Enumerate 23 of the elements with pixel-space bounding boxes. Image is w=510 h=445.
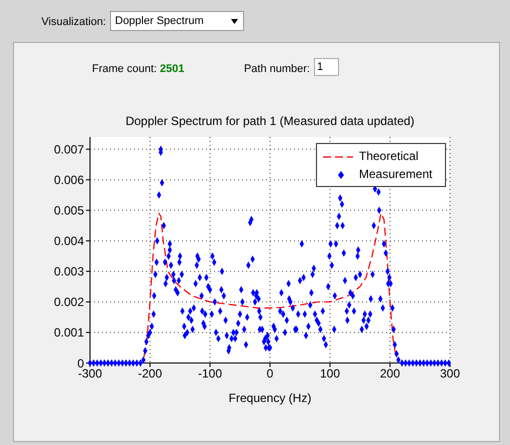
y-tick-label: 0.002 xyxy=(54,295,84,310)
y-tick-label: 0.004 xyxy=(54,234,84,248)
y-tick-label: 0.007 xyxy=(54,142,84,156)
x-tick-label: -200 xyxy=(138,366,162,381)
dropdown-field: Doppler Spectrum xyxy=(110,11,244,31)
text: Path number: xyxy=(242,63,310,75)
legend-label: Theoretical xyxy=(358,148,420,165)
text: Visualization: xyxy=(40,16,106,28)
x-tick-label: 200 xyxy=(380,366,400,381)
legend-label: Measurement xyxy=(358,166,434,183)
text-field: 1 xyxy=(314,58,339,76)
y-tick-label: 0.003 xyxy=(54,264,84,279)
chart-title: Doppler Spectrum for path 1 (Measured data updated) xyxy=(124,114,416,128)
x-tick-label: 0 xyxy=(266,366,274,381)
x-tick-label: 100 xyxy=(320,366,340,381)
x-axis-title: Frequency (Hz) xyxy=(228,391,312,405)
x-tick-label: -100 xyxy=(198,366,222,381)
y-tick-label: 0.006 xyxy=(54,173,84,188)
text: 2501 xyxy=(160,63,184,75)
text: Frame count: xyxy=(92,63,157,75)
y-tick-label: 0.001 xyxy=(54,326,84,340)
x-tick-label: 300 xyxy=(440,366,460,381)
y-tick-label: 0.005 xyxy=(54,204,84,218)
